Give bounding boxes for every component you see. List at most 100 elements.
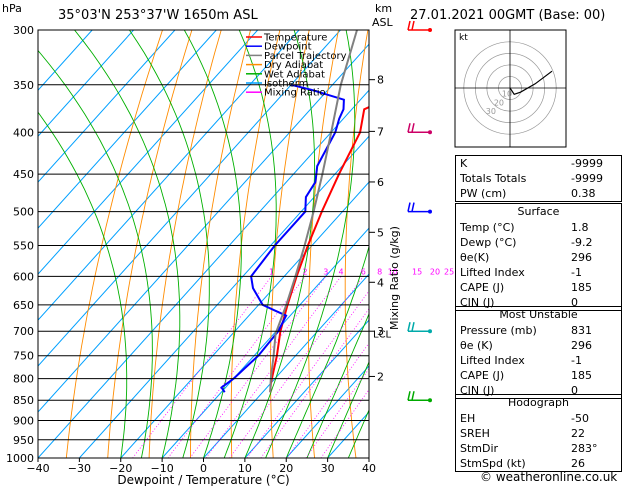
index-label: PW (cm): [460, 187, 507, 200]
surface-value: -1: [571, 266, 582, 279]
dry-adiabat-line: [415, 30, 439, 458]
hodo-value: -50: [571, 412, 589, 425]
hodo-value: 283°: [571, 442, 598, 455]
parcel-line: [269, 30, 358, 393]
hodograph-kt-label: kt: [459, 33, 468, 43]
km-tick-label: 8: [377, 74, 384, 87]
surface-value: 1.8: [571, 221, 589, 234]
wind-barb-dot: [428, 398, 432, 403]
pressure-tick-label: 950: [13, 434, 34, 447]
hodograph-title: Hodograph: [508, 396, 569, 409]
mu-value: 0: [571, 384, 578, 397]
index-value: 0.38: [571, 187, 596, 200]
pressure-tick-label: 650: [13, 299, 34, 312]
x-tick-label: 0: [200, 462, 207, 475]
dewpoint-line: [220, 83, 345, 393]
wet-adiabat-line: [183, 30, 242, 458]
surface-table: Surface Temp (°C) 1.8 Dewp (°C) -9.2 θe(K)…: [455, 203, 622, 311]
mu-value: 296: [571, 339, 592, 352]
wind-barb-flag: [407, 202, 411, 212]
hodo-value: 22: [571, 427, 585, 440]
mu-label: Lifted Index: [460, 354, 525, 367]
hodo-label: StmSpd (kt): [460, 457, 526, 470]
x-tick-label: 30: [321, 462, 335, 475]
wind-barb-flag: [407, 322, 411, 332]
legend-label: Dry Adiabat: [264, 60, 323, 71]
pressure-tick-label: 450: [13, 168, 34, 181]
surface-value: 296: [571, 251, 592, 264]
isotherm-line: [79, 135, 369, 458]
most-unstable-table: Most Unstable Pressure (mb) 831 θe (K) 296…: [455, 306, 622, 399]
legend-label: Isotherm: [264, 79, 308, 90]
legend-label: Mixing Ratio: [264, 88, 326, 99]
mixing-ratio-label: 3: [323, 267, 328, 276]
hodo-value: 26: [571, 457, 585, 470]
asl-label: ASL: [372, 16, 393, 29]
km-tick-label: 5: [377, 226, 384, 239]
hodograph-table: Hodograph EH -50 SREH 22 StmDir 283° StmSpd…: [455, 394, 622, 472]
mixing-ratio-line: [189, 276, 327, 458]
datetime-title: 27.01.2021 00GMT (Base: 00): [410, 8, 606, 23]
mixing-ratio-label: 10: [388, 267, 398, 276]
wind-barb-dot: [428, 130, 432, 135]
km-tick-label: 3: [377, 325, 384, 338]
surface-value: 185: [571, 281, 592, 294]
isotherm-line: [161, 227, 369, 458]
pressure-tick-label: 850: [13, 394, 34, 407]
isotherm-line: [38, 30, 176, 183]
wet-adiabat-line: [74, 30, 181, 458]
pressure-tick-label: 550: [13, 239, 34, 252]
location-title: 35°03'N 253°37'W 1650m ASL: [58, 8, 258, 23]
wind-barb-dot: [428, 329, 432, 334]
copyright-footer: © weatheronline.co.uk: [480, 470, 618, 484]
most-unstable-title: Most Unstable: [499, 308, 578, 321]
surface-value: 0: [571, 296, 578, 309]
hodo-label: StmDir: [460, 442, 499, 455]
wind-barb-flag: [411, 322, 415, 332]
wet-adiabat-line: [38, 49, 153, 458]
wind-barb-flag: [407, 20, 411, 31]
dry-adiabat-line: [344, 30, 369, 458]
km-tick-label: 6: [377, 176, 384, 189]
indices-table: K -9999 Totals Totals -9999 PW (cm) 0.38: [455, 155, 622, 202]
x-tick-label: 20: [279, 462, 293, 475]
isotherm-line: [38, 30, 217, 229]
hodo-label: SREH: [460, 427, 490, 440]
surface-label: CAPE (J): [460, 281, 505, 294]
wind-barb-flag: [411, 20, 415, 31]
mixing-ratio-line: [320, 388, 369, 458]
wind-barb-flag: [407, 391, 411, 401]
mu-label: θe (K): [460, 339, 493, 352]
index-label: Totals Totals: [460, 172, 527, 185]
pressure-tick-label: 1000: [6, 452, 34, 465]
hodo-label: EH: [460, 412, 476, 425]
surface-label: Temp (°C): [460, 221, 515, 234]
mixing-ratio-line: [132, 276, 272, 458]
mixing-ratio-line: [205, 276, 342, 458]
mixing-ratio-line: [260, 308, 369, 458]
hodograph-ring-label: 10: [502, 90, 512, 99]
isotherm-line: [38, 89, 369, 458]
mixing-ratio-axis-label: Mixing Ratio (g/kg): [388, 226, 401, 330]
wet-adiabat-line: [347, 408, 369, 458]
x-tick-label: −40: [26, 462, 49, 475]
mixing-ratio-label: 2: [303, 267, 308, 276]
hodograph-ring-label: 30: [486, 107, 496, 116]
legend-label: Temperature: [263, 33, 327, 44]
x-tick-label: 10: [238, 462, 252, 475]
mu-label: CIN (J): [460, 384, 495, 397]
surface-label: CIN (J): [460, 296, 495, 309]
mixing-ratio-label: 6: [361, 267, 366, 276]
km-tick-label: 4: [377, 276, 384, 289]
surface-label: Dewp (°C): [460, 236, 517, 249]
pressure-tick-label: 600: [13, 270, 34, 283]
dry-adiabat-line: [148, 30, 222, 458]
pressure-tick-label: 500: [13, 206, 34, 219]
mixing-ratio-line: [246, 290, 369, 458]
isotherm-line: [285, 365, 369, 458]
mu-value: -1: [571, 354, 582, 367]
hodograph-trace: [509, 70, 553, 96]
pressure-tick-label: 350: [13, 79, 34, 92]
km-tick-label: 7: [377, 125, 384, 138]
